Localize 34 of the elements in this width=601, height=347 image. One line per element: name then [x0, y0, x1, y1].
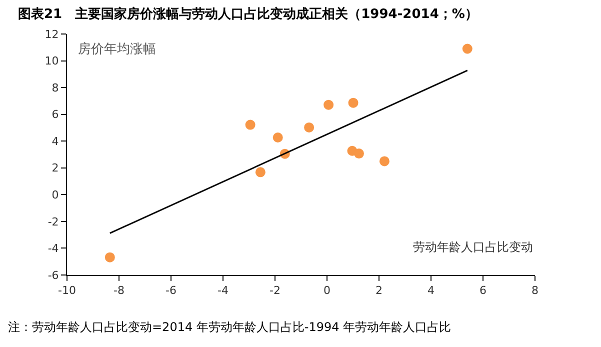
y-tick-label: 10: [44, 54, 59, 68]
y-tick-label: 12: [44, 28, 59, 41]
point: [304, 122, 314, 132]
chart-title: 图表21 主要国家房价涨幅与劳动人口占比变动成正相关（1994-2014；%）: [18, 6, 478, 22]
x-tick-label: -8: [114, 284, 124, 298]
point: [354, 148, 364, 159]
x-tick-label: -2: [270, 284, 280, 298]
point: [255, 167, 266, 178]
x-tick-label: 6: [480, 284, 486, 298]
x-tick-label: -6: [166, 284, 176, 298]
y-tick-label: -6: [48, 268, 59, 282]
y-tick-label: -4: [48, 242, 59, 256]
x-tick-label: -10: [58, 284, 76, 298]
x-axis-title: 劳动年龄人口占比变动: [413, 240, 533, 254]
x-tick-label: 0: [324, 284, 330, 298]
point: [379, 156, 390, 166]
y-tick-label: 2: [52, 162, 59, 175]
point: [348, 98, 358, 108]
y-tick-label: 0: [52, 188, 59, 202]
y-axis-title: 房价年均涨幅: [78, 41, 156, 57]
x-tick-label: 2: [376, 284, 382, 298]
point: [462, 44, 472, 54]
x-tick-label: 4: [428, 284, 434, 298]
text: 注：劳动年龄人口占比变动=2014 年劳动年龄人口占比-1994 年劳动年龄人口占比: [8, 320, 452, 334]
y-tick-label: 4: [52, 134, 59, 148]
y-tick-label: -2: [48, 215, 59, 228]
x-tick-label: 8: [532, 284, 538, 298]
point: [272, 132, 283, 142]
point: [324, 100, 334, 110]
point: [245, 120, 256, 130]
x-tick-label: -4: [218, 284, 228, 298]
y-tick-label: 8: [52, 81, 59, 94]
point: [104, 252, 115, 262]
y-tick-label: 6: [52, 108, 59, 122]
